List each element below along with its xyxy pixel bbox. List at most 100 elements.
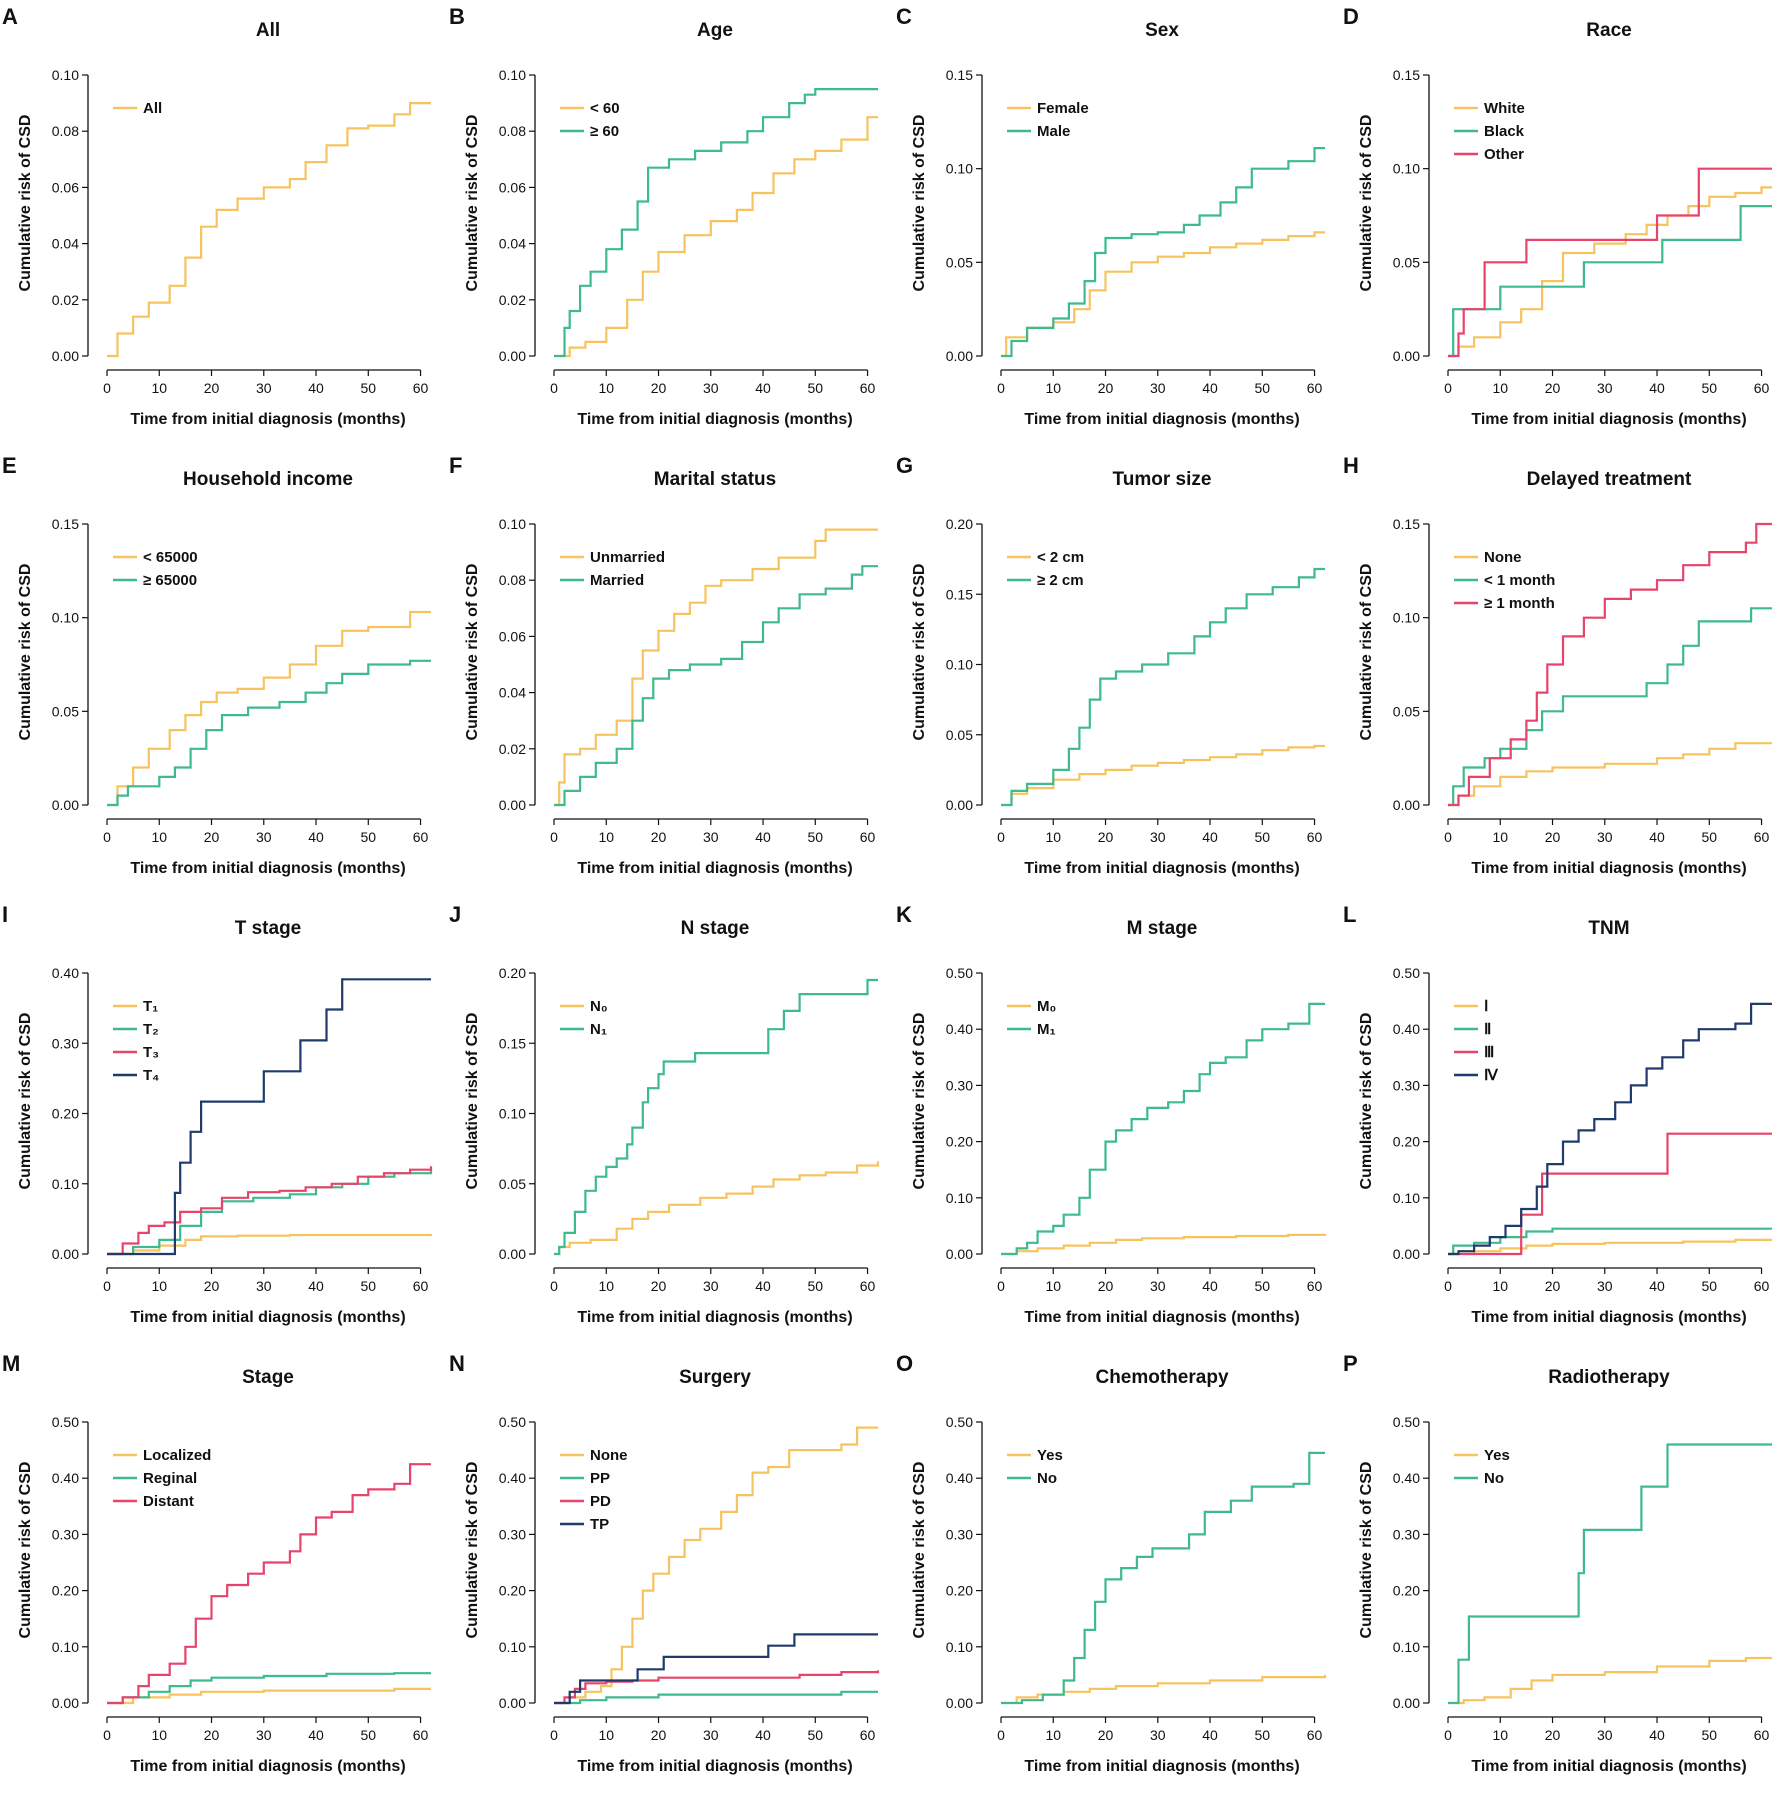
series-line-other — [1448, 167, 1772, 358]
y-tick-label: 0.06 — [499, 179, 526, 195]
x-tick-label: 0 — [103, 1727, 111, 1743]
y-tick-label: 0.40 — [52, 1470, 79, 1486]
x-tick-label: 40 — [755, 1727, 771, 1743]
x-tick-label: 0 — [997, 1278, 1005, 1294]
y-tick-label: 0.04 — [499, 236, 526, 252]
y-axis-label: Cumulative risk of CSD — [1358, 1013, 1375, 1190]
panel-j: J N stage Cumulative risk of CSD Time from … — [447, 898, 894, 1347]
x-tick-label: 50 — [1702, 380, 1718, 396]
x-tick-label: 40 — [1202, 380, 1218, 396]
y-tick-label: 0.02 — [499, 292, 526, 308]
x-tick-label: 0 — [550, 380, 558, 396]
panel-letter: K — [896, 902, 912, 927]
series-line-m1 — [1001, 1002, 1325, 1256]
y-tick-label: 0.10 — [946, 1190, 973, 1206]
series-line-65000 — [107, 610, 431, 807]
x-tick-label: 50 — [361, 1278, 377, 1294]
x-tick-label: 20 — [1098, 380, 1114, 396]
series-line-n1 — [554, 978, 878, 1256]
x-tick-label: 10 — [1045, 1278, 1061, 1294]
x-tick-label: 60 — [1307, 829, 1323, 845]
y-tick-label: 0.08 — [52, 123, 79, 139]
y-tick-label: 0.15 — [1393, 516, 1420, 532]
chart-svg: I T stage Cumulative risk of CSD Time from … — [2, 902, 433, 1326]
y-tick-label: 0.20 — [946, 1134, 973, 1150]
legend-label: Yes — [1484, 1447, 1510, 1464]
x-tick-label: 20 — [204, 1727, 220, 1743]
y-tick-label: 0.06 — [499, 628, 526, 644]
x-tick-label: 50 — [1255, 1727, 1271, 1743]
legend-label: PP — [590, 1470, 610, 1487]
series-line-none — [554, 1426, 878, 1705]
panel-letter: L — [1343, 902, 1356, 927]
y-tick-label: 0.30 — [52, 1526, 79, 1542]
y-tick-label: 0.10 — [499, 516, 526, 532]
x-tick-label: 30 — [1150, 380, 1166, 396]
y-tick-label: 0.20 — [499, 965, 526, 981]
legend-label: M₁ — [1037, 1021, 1056, 1038]
x-tick-label: 40 — [755, 1278, 771, 1294]
x-axis-label: Time from initial diagnosis (months) — [577, 1309, 852, 1326]
panel-letter: D — [1343, 4, 1359, 29]
y-tick-label: 0.00 — [946, 797, 973, 813]
x-tick-label: 40 — [1202, 1278, 1218, 1294]
chart-svg: E Household income Cumulative risk of CSD T… — [2, 453, 431, 877]
legend-label: ≥ 60 — [590, 123, 619, 140]
x-tick-label: 20 — [204, 380, 220, 396]
legend-label: ≥ 65000 — [143, 572, 197, 589]
panel-title: Sex — [1145, 20, 1179, 41]
x-tick-label: 60 — [413, 829, 429, 845]
legend-label: Unmarried — [590, 549, 665, 566]
legend-label: < 1 month — [1484, 572, 1555, 589]
panel-letter: H — [1343, 453, 1359, 478]
x-tick-label: 60 — [1307, 380, 1323, 396]
series-line-t2 — [107, 1169, 433, 1256]
x-tick-label: 30 — [1150, 829, 1166, 845]
y-tick-label: 0.10 — [499, 1639, 526, 1655]
series-line-n0 — [554, 1161, 880, 1256]
x-tick-label: 10 — [151, 1278, 167, 1294]
x-tick-label: 0 — [1444, 380, 1452, 396]
y-tick-label: 0.00 — [52, 1695, 79, 1711]
legend-label: T₁ — [143, 998, 158, 1015]
series-line-60 — [554, 88, 878, 358]
panel-c: C Sex Cumulative risk of CSD Time from init… — [894, 0, 1341, 449]
legend-label: Male — [1037, 123, 1070, 140]
panel-title: Marital status — [654, 469, 776, 490]
chart-svg: J N stage Cumulative risk of CSD Time from … — [449, 902, 880, 1326]
x-tick-label: 10 — [1492, 1278, 1508, 1294]
x-tick-label: 30 — [1597, 829, 1613, 845]
y-tick-label: 0.40 — [1393, 1470, 1420, 1486]
y-tick-label: 0.30 — [499, 1526, 526, 1542]
x-axis-label: Time from initial diagnosis (months) — [130, 1309, 405, 1326]
legend-label: Ⅳ — [1484, 1067, 1499, 1084]
x-tick-label: 60 — [1307, 1727, 1323, 1743]
series-line-m0 — [1001, 1233, 1327, 1256]
x-tick-label: 0 — [103, 829, 111, 845]
legend-label: M₀ — [1037, 998, 1056, 1015]
series-line-black — [1448, 205, 1772, 358]
y-tick-label: 0.10 — [52, 1176, 79, 1192]
x-tick-label: 50 — [808, 380, 824, 396]
x-tick-label: 40 — [755, 380, 771, 396]
legend-label: Married — [590, 572, 644, 589]
legend-label: None — [590, 1447, 628, 1464]
y-tick-label: 0.04 — [52, 236, 79, 252]
y-tick-label: 0.30 — [946, 1077, 973, 1093]
series-line-male — [1001, 147, 1325, 358]
x-tick-label: 20 — [651, 380, 667, 396]
x-tick-label: 0 — [103, 380, 111, 396]
chart-svg: D Race Cumulative risk of CSD Time from ini… — [1343, 4, 1772, 428]
x-tick-label: 50 — [1702, 1278, 1718, 1294]
y-tick-label: 0.50 — [499, 1414, 526, 1430]
x-tick-label: 20 — [1545, 829, 1561, 845]
x-tick-label: 20 — [204, 829, 220, 845]
x-tick-label: 0 — [550, 1278, 558, 1294]
y-axis-label: Cumulative risk of CSD — [1358, 564, 1375, 741]
legend-label: N₁ — [590, 1021, 607, 1038]
x-axis-label: Time from initial diagnosis (months) — [577, 411, 852, 428]
x-tick-label: 10 — [151, 1727, 167, 1743]
series-line-unmarried — [554, 528, 878, 807]
y-axis-label: Cumulative risk of CSD — [17, 115, 34, 292]
y-axis-label: Cumulative risk of CSD — [1358, 1462, 1375, 1639]
